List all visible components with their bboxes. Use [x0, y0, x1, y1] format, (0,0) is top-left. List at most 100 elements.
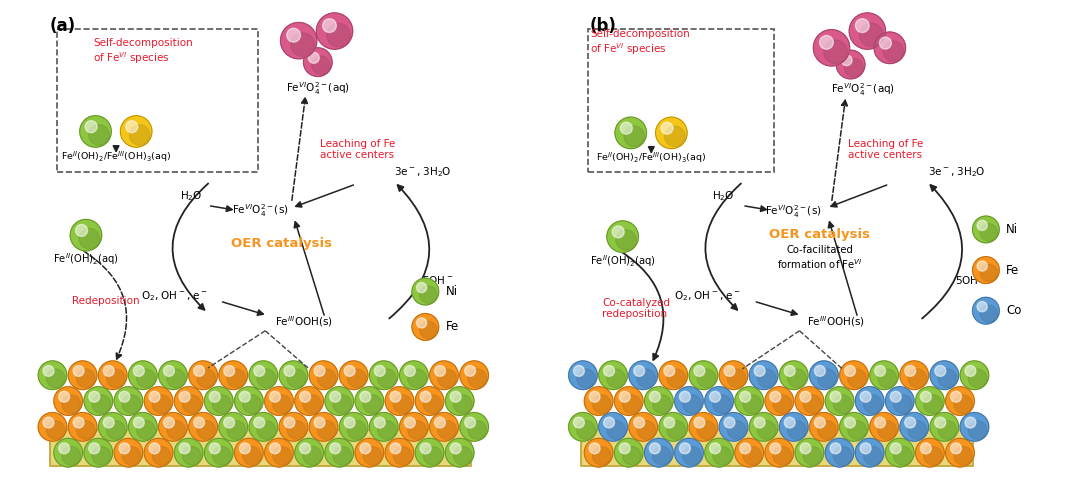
Circle shape	[437, 421, 457, 439]
Circle shape	[740, 443, 751, 454]
Circle shape	[375, 417, 386, 428]
Circle shape	[273, 446, 292, 465]
Circle shape	[860, 23, 883, 47]
Circle shape	[415, 438, 444, 467]
Circle shape	[204, 438, 233, 467]
Text: Leaching of Fe
active centers: Leaching of Fe active centers	[848, 139, 923, 160]
Circle shape	[454, 395, 472, 413]
Circle shape	[590, 391, 600, 402]
Circle shape	[299, 443, 311, 454]
Circle shape	[390, 443, 401, 454]
Circle shape	[969, 369, 987, 388]
Circle shape	[345, 417, 355, 428]
Circle shape	[886, 387, 914, 415]
Circle shape	[954, 446, 972, 465]
Circle shape	[80, 116, 111, 147]
Circle shape	[70, 219, 102, 251]
Circle shape	[784, 417, 795, 428]
Circle shape	[661, 122, 673, 134]
Circle shape	[309, 413, 338, 441]
Circle shape	[841, 55, 852, 65]
Circle shape	[303, 48, 333, 76]
Circle shape	[460, 361, 488, 390]
Circle shape	[814, 366, 825, 376]
Circle shape	[68, 361, 97, 390]
Circle shape	[386, 438, 414, 467]
Circle shape	[710, 443, 720, 454]
Circle shape	[964, 366, 976, 376]
Circle shape	[810, 361, 838, 390]
Circle shape	[824, 40, 848, 64]
Circle shape	[795, 387, 824, 415]
Circle shape	[286, 28, 300, 42]
Circle shape	[333, 446, 352, 465]
Circle shape	[46, 421, 65, 439]
Circle shape	[727, 369, 746, 388]
Circle shape	[130, 125, 150, 145]
Circle shape	[659, 361, 688, 390]
Circle shape	[577, 421, 595, 439]
Circle shape	[134, 417, 145, 428]
Circle shape	[930, 361, 959, 390]
Text: OER catalysis: OER catalysis	[769, 228, 870, 241]
Circle shape	[977, 261, 987, 271]
Circle shape	[378, 369, 396, 388]
Text: O$_2$, OH$^-$, e$^-$: O$_2$, OH$^-$, e$^-$	[674, 290, 741, 303]
Circle shape	[577, 369, 595, 388]
Circle shape	[329, 443, 340, 454]
Circle shape	[890, 391, 901, 402]
Circle shape	[607, 221, 638, 252]
Circle shape	[302, 395, 322, 413]
Circle shape	[327, 23, 350, 47]
Circle shape	[814, 417, 825, 428]
Circle shape	[265, 387, 294, 415]
Circle shape	[445, 387, 474, 415]
Circle shape	[62, 395, 81, 413]
Bar	[588, 29, 774, 172]
Circle shape	[98, 413, 127, 441]
Text: OER catalysis: OER catalysis	[231, 237, 333, 250]
Circle shape	[743, 446, 761, 465]
Circle shape	[174, 438, 203, 467]
Circle shape	[420, 391, 431, 402]
Circle shape	[893, 446, 913, 465]
Circle shape	[460, 413, 488, 441]
Circle shape	[874, 32, 906, 64]
Circle shape	[615, 438, 643, 467]
Circle shape	[152, 395, 171, 413]
Text: (a): (a)	[50, 17, 77, 35]
Circle shape	[855, 387, 883, 415]
Text: Fe: Fe	[1005, 263, 1020, 277]
Circle shape	[770, 391, 781, 402]
Circle shape	[679, 391, 690, 402]
Circle shape	[404, 417, 416, 428]
Text: 5OH$^-$: 5OH$^-$	[955, 273, 986, 286]
Circle shape	[423, 395, 442, 413]
Circle shape	[284, 366, 295, 376]
Text: H$_2$O: H$_2$O	[712, 189, 734, 203]
Circle shape	[773, 395, 792, 413]
Circle shape	[287, 369, 306, 388]
Circle shape	[667, 369, 686, 388]
Circle shape	[193, 366, 204, 376]
Circle shape	[754, 417, 765, 428]
Circle shape	[318, 369, 336, 388]
Text: Redeposition: Redeposition	[71, 296, 139, 306]
Circle shape	[908, 421, 927, 439]
Circle shape	[864, 446, 882, 465]
Circle shape	[302, 446, 322, 465]
Text: Co-facilitated
formation of Fe$^{VI}$: Co-facilitated formation of Fe$^{VI}$	[777, 245, 862, 271]
Circle shape	[249, 413, 278, 441]
Circle shape	[977, 220, 987, 230]
Circle shape	[284, 417, 295, 428]
Circle shape	[845, 366, 855, 376]
Text: Ni: Ni	[446, 285, 458, 298]
Circle shape	[450, 443, 461, 454]
Circle shape	[727, 421, 746, 439]
Circle shape	[916, 387, 944, 415]
Circle shape	[122, 446, 140, 465]
Circle shape	[757, 369, 777, 388]
Circle shape	[420, 286, 437, 303]
Circle shape	[698, 369, 716, 388]
Circle shape	[76, 225, 87, 237]
